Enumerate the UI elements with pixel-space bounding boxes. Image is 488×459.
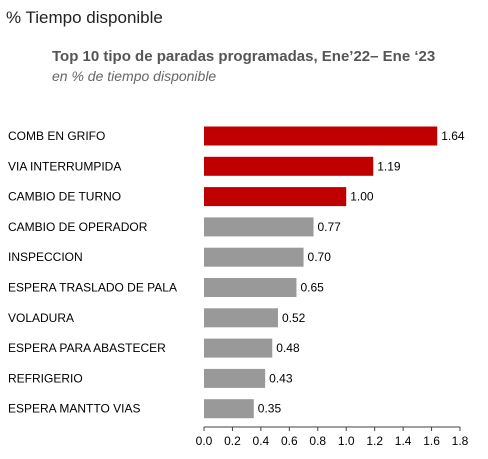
value-label: 0.48 <box>276 341 300 355</box>
x-tick-label: 0.2 <box>224 434 241 448</box>
chart-title: Top 10 tipo de paradas programadas, Ene’… <box>52 48 436 65</box>
category-label: ESPERA PARA ABASTECER <box>8 341 166 355</box>
x-tick-label: 1.6 <box>423 434 440 448</box>
value-label: 1.64 <box>441 129 465 143</box>
page-heading: % Tiempo disponible <box>6 8 163 27</box>
x-tick-label: 0.8 <box>309 434 326 448</box>
category-label: ESPERA MANTTO VIAS <box>8 402 140 416</box>
x-tick-label: 1.8 <box>452 434 469 448</box>
bar <box>204 278 297 297</box>
category-label: VIA INTERRUMPIDA <box>8 159 121 173</box>
value-label: 0.43 <box>269 371 293 385</box>
bar <box>204 126 438 146</box>
bar <box>204 368 266 388</box>
x-tick-label: 0.6 <box>281 434 298 448</box>
category-label: REFRIGERIO <box>8 371 83 385</box>
x-tick-label: 0.4 <box>253 434 270 448</box>
x-tick-label: 0.0 <box>196 434 213 448</box>
value-label: 0.52 <box>282 311 306 325</box>
bar <box>204 399 254 419</box>
chart-subtitle: en % de tiempo disponible <box>52 68 217 84</box>
x-tick-label: 1.2 <box>366 434 383 448</box>
value-label: 0.70 <box>308 250 332 264</box>
value-label: 0.77 <box>318 220 342 234</box>
value-label: 1.19 <box>377 159 401 173</box>
bar <box>204 338 273 358</box>
category-label: ESPERA TRASLADO DE PALA <box>8 281 177 295</box>
category-label: COMB EN GRIFO <box>8 129 105 143</box>
x-tick-label: 1.4 <box>395 434 412 448</box>
category-label: CAMBIO DE TURNO <box>8 190 121 204</box>
category-label: INSPECCION <box>8 250 83 264</box>
bar <box>204 217 314 237</box>
value-label: 1.00 <box>350 190 374 204</box>
bar <box>204 247 304 267</box>
category-label: CAMBIO DE OPERADOR <box>8 220 148 234</box>
bar <box>204 308 278 328</box>
value-label: 0.65 <box>300 281 324 295</box>
value-label: 0.35 <box>258 402 282 416</box>
category-label: VOLADURA <box>8 311 74 325</box>
x-tick-label: 1.0 <box>338 434 355 448</box>
bar <box>204 156 374 176</box>
bar <box>204 187 347 207</box>
